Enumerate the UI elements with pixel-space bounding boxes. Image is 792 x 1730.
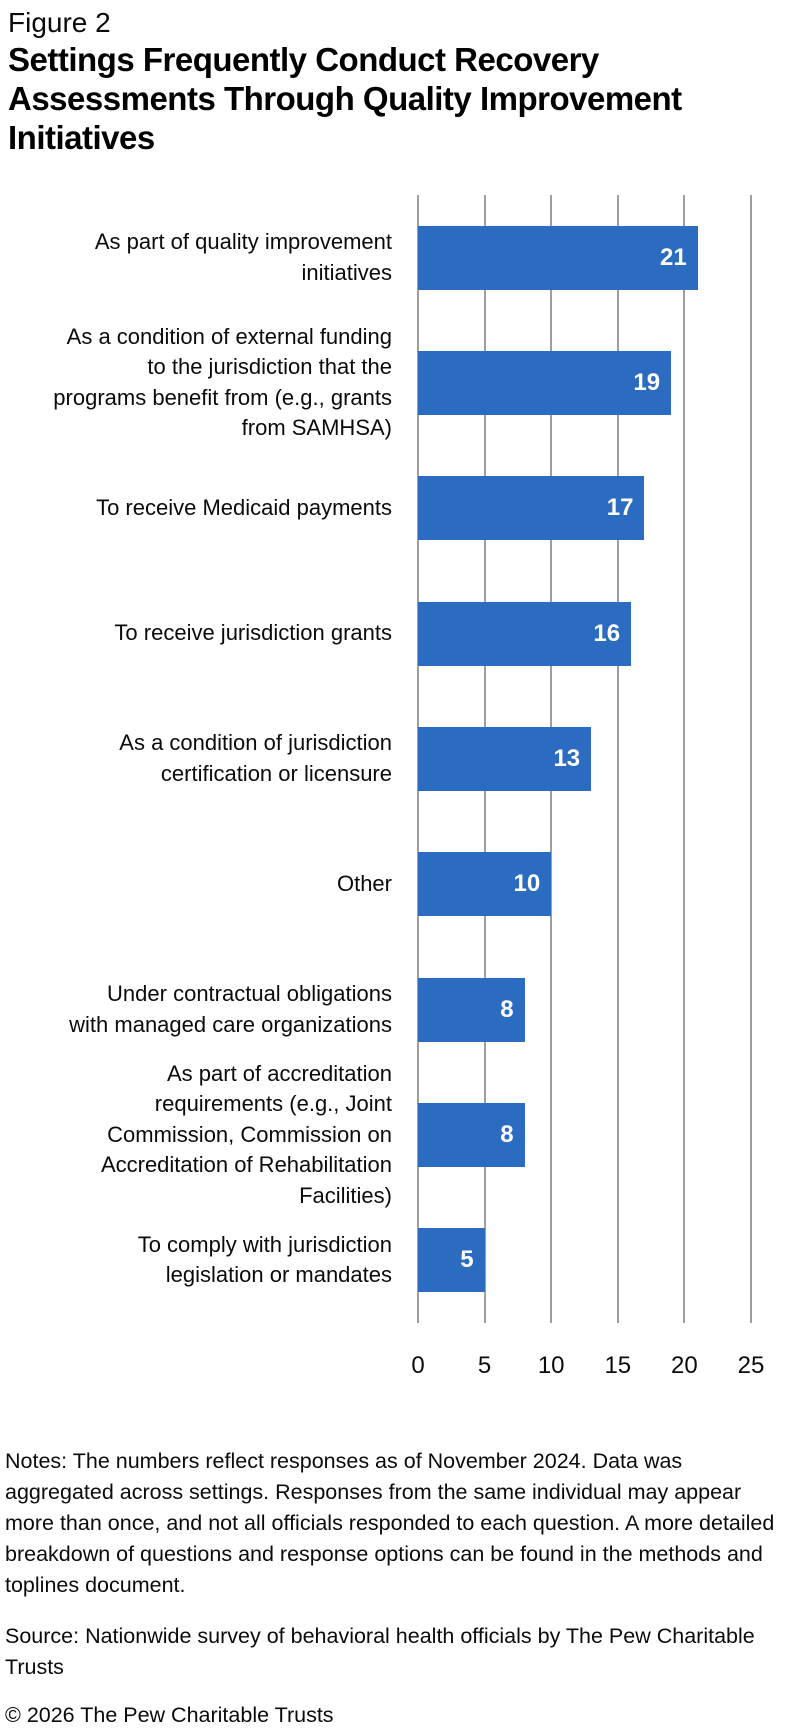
category-label-line: To receive Medicaid payments [96,495,392,521]
bar-value-label: 17 [606,494,634,522]
bar-row-3: 16 [418,601,632,666]
bar-value-label: 19 [633,369,661,396]
gridline-x-20 [683,195,686,1323]
category-label-3: To receive jurisdiction grants [0,571,392,696]
x-tick-label-25: 25 [737,1352,765,1379]
gridline-x-25 [750,195,752,1323]
plot-area: 21 19 17 16 13 10 8 8 5 [417,195,752,1323]
category-label-line: programs benefit from (e.g., grants [53,384,392,410]
category-label-line: Under contractual obligations [107,981,392,1007]
category-label-line: Other [336,871,392,897]
category-label-6: Under contractual obligations with manage… [0,947,392,1072]
bar-row-4: 13 [418,727,592,791]
x-tick-label-0: 0 [411,1352,425,1379]
bar-row-8: 5 [418,1228,485,1293]
category-label-line: To receive jurisdiction grants [114,620,392,646]
category-label-line: with managed care organizations [69,1011,392,1037]
category-label-line: to the jurisdiction that the [147,354,392,380]
category-label-line: As part of accreditation [166,1060,392,1086]
category-label-line: As a condition of external funding [66,323,392,349]
x-tick-label-10: 10 [537,1352,565,1379]
bar-value-label: 8 [500,995,514,1023]
notes-text: Notes: The numbers reflect responses as … [5,1449,775,1597]
category-label-line: Facilities) [299,1182,392,1208]
category-label-line: As a condition of jurisdiction [119,730,392,756]
category-label-4: As a condition of jurisdiction certificat… [0,696,392,821]
category-label-0: As part of quality improvement initiative… [0,195,392,320]
category-label-1: As a condition of external funding to the… [0,320,392,445]
bar-row-2: 17 [418,476,645,541]
category-label-5: Other [0,822,392,947]
source-text: Source: Nationwide survey of behavioral … [5,1624,755,1679]
category-label-line: certification or licensure [160,760,392,786]
category-label-line: As part of quality improvement [94,229,392,255]
bar-row-1: 19 [418,351,672,415]
category-label-line: Accreditation of Rehabilitation [100,1152,392,1178]
bar-value-label: 5 [460,1246,474,1274]
category-label-line: requirements (e.g., Joint [154,1091,392,1117]
bar-value-label: 8 [500,1121,514,1148]
bar-value-label: 10 [513,870,541,898]
bar-row-6: 8 [418,977,525,1042]
category-label-8: To comply with jurisdiction legislation o… [0,1198,392,1323]
gridline-x-15 [616,195,619,1323]
category-label-line: To comply with jurisdiction [137,1231,392,1257]
bar-value-label: 13 [553,745,581,772]
x-tick-label-15: 15 [604,1352,632,1379]
category-label-line: from SAMHSA) [241,415,392,441]
category-label-7: As part of accreditation requirements (e.… [0,1061,392,1208]
x-tick-label-20: 20 [671,1352,698,1379]
bar-row-7: 8 [418,1103,525,1167]
category-label-2: To receive Medicaid payments [0,446,392,571]
category-label-line: legislation or mandates [165,1262,392,1288]
chart-title: Settings Frequently Conduct Recovery Ass… [8,41,682,156]
bar-value-label: 21 [660,243,687,271]
bar-value-label: 16 [593,619,621,647]
category-label-line: Commission, Commission on [107,1121,392,1147]
copyright-text: © 2026 The Pew Charitable Trusts [5,1703,334,1727]
bar-row-0: 21 [418,225,698,290]
x-tick-label-5: 5 [477,1352,492,1379]
category-label-line: initiatives [301,259,392,285]
figure-number-label: Figure 2 [8,7,111,38]
bar-row-5: 10 [418,852,552,917]
